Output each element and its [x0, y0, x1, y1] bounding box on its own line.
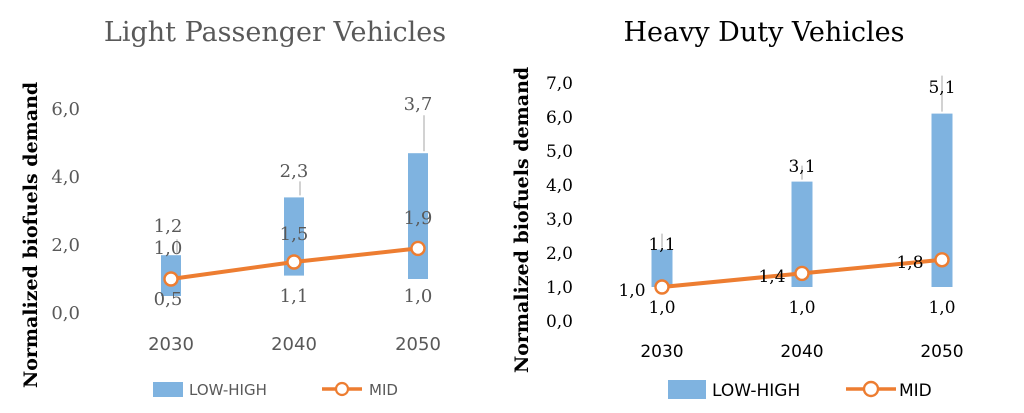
x-tick-label: 2030 — [148, 334, 194, 355]
y-tick-label: 4,0 — [546, 176, 573, 196]
data-label-low: 1,0 — [788, 298, 815, 318]
y-axis-label: Normalized biofuels demand — [20, 82, 42, 388]
mid-marker — [163, 271, 179, 287]
data-label-mid: 1,9 — [404, 208, 433, 229]
data-label-low: 1,1 — [280, 286, 309, 307]
data-labels: 1,2 1,0 0,5 2,3 1,5 1,1 3,7 1,9 1,0 — [154, 94, 433, 310]
x-tick-label: 2040 — [271, 334, 317, 355]
y-tick-label: 1,0 — [546, 278, 573, 298]
data-label-low: 1,0 — [648, 298, 675, 318]
chart-light-passenger: Light Passenger Vehicles Normalized biof… — [20, 17, 446, 399]
data-label-low: 0,5 — [154, 289, 183, 310]
x-tick-labels: 2030 2040 2050 — [148, 334, 441, 355]
data-label-low: 1,0 — [404, 286, 433, 307]
range-bar — [651, 249, 673, 287]
data-label-high: 2,3 — [280, 161, 309, 182]
y-tick-label: 3,0 — [546, 210, 573, 230]
x-tick-label: 2040 — [780, 342, 823, 362]
data-label-high: 5,1 — [928, 78, 955, 98]
legend-label: LOW-HIGH — [189, 381, 267, 399]
y-tick-label: 7,0 — [546, 74, 573, 94]
data-label-high: 1,1 — [648, 235, 675, 255]
data-label-mid: 1,8 — [896, 253, 923, 273]
legend-marker-mid — [862, 380, 880, 398]
x-tick-label: 2050 — [395, 334, 441, 355]
x-tick-label: 2030 — [640, 342, 683, 362]
chart-title: Light Passenger Vehicles — [104, 17, 446, 48]
mid-marker — [794, 265, 810, 282]
y-tick-label: 0,0 — [51, 303, 80, 324]
range-bar — [791, 181, 813, 287]
data-label-mid: 1,4 — [758, 267, 785, 287]
legend-swatch-low-high — [153, 382, 183, 397]
y-tick-labels: 0,0 1,0 2,0 3,0 4,0 5,0 6,0 7,0 — [546, 74, 573, 332]
data-label-high: 1,2 — [154, 216, 183, 237]
data-label-high: 3,1 — [788, 157, 815, 177]
y-tick-label: 6,0 — [51, 99, 80, 120]
data-label-mid: 1,5 — [280, 224, 309, 245]
data-label-mid: 1,0 — [618, 281, 645, 301]
legend-label: MID — [899, 381, 932, 401]
mid-marker — [934, 252, 950, 268]
legend-swatch-low-high — [668, 380, 706, 399]
data-labels: 1,1 1,0 1,0 3,1 1,4 1,0 5,1 1,8 1,0 — [618, 78, 955, 318]
plot-area — [161, 115, 428, 296]
legend: LOW-HIGH MID — [668, 380, 932, 401]
data-label-mid: 1,0 — [154, 238, 183, 259]
mid-marker — [286, 254, 302, 270]
y-tick-label: 0,0 — [546, 312, 573, 332]
range-bar — [931, 113, 953, 287]
y-tick-label: 2,0 — [546, 244, 573, 264]
legend-marker-mid — [334, 381, 350, 397]
mid-marker — [410, 240, 426, 257]
plot-area — [651, 75, 953, 295]
y-tick-label: 4,0 — [51, 167, 80, 188]
chart-title: Heavy Duty Vehicles — [623, 17, 904, 48]
mid-marker — [654, 279, 670, 295]
chart-heavy-duty: Heavy Duty Vehicles Normalized biofuels … — [511, 17, 964, 401]
range-bar — [284, 197, 304, 276]
y-tick-label: 6,0 — [546, 108, 573, 128]
y-axis-label: Normalized biofuels demand — [511, 67, 533, 373]
x-tick-label: 2050 — [920, 342, 963, 362]
legend-label: LOW-HIGH — [712, 381, 800, 401]
data-label-low: 1,0 — [928, 298, 955, 318]
data-label-high: 3,7 — [404, 94, 433, 115]
y-tick-label: 5,0 — [546, 142, 573, 162]
y-tick-labels: 0,0 2,0 4,0 6,0 — [51, 99, 80, 324]
legend-label: MID — [369, 381, 398, 399]
y-tick-label: 2,0 — [51, 235, 80, 256]
legend: LOW-HIGH MID — [153, 381, 398, 399]
x-tick-labels: 2030 2040 2050 — [640, 342, 963, 362]
